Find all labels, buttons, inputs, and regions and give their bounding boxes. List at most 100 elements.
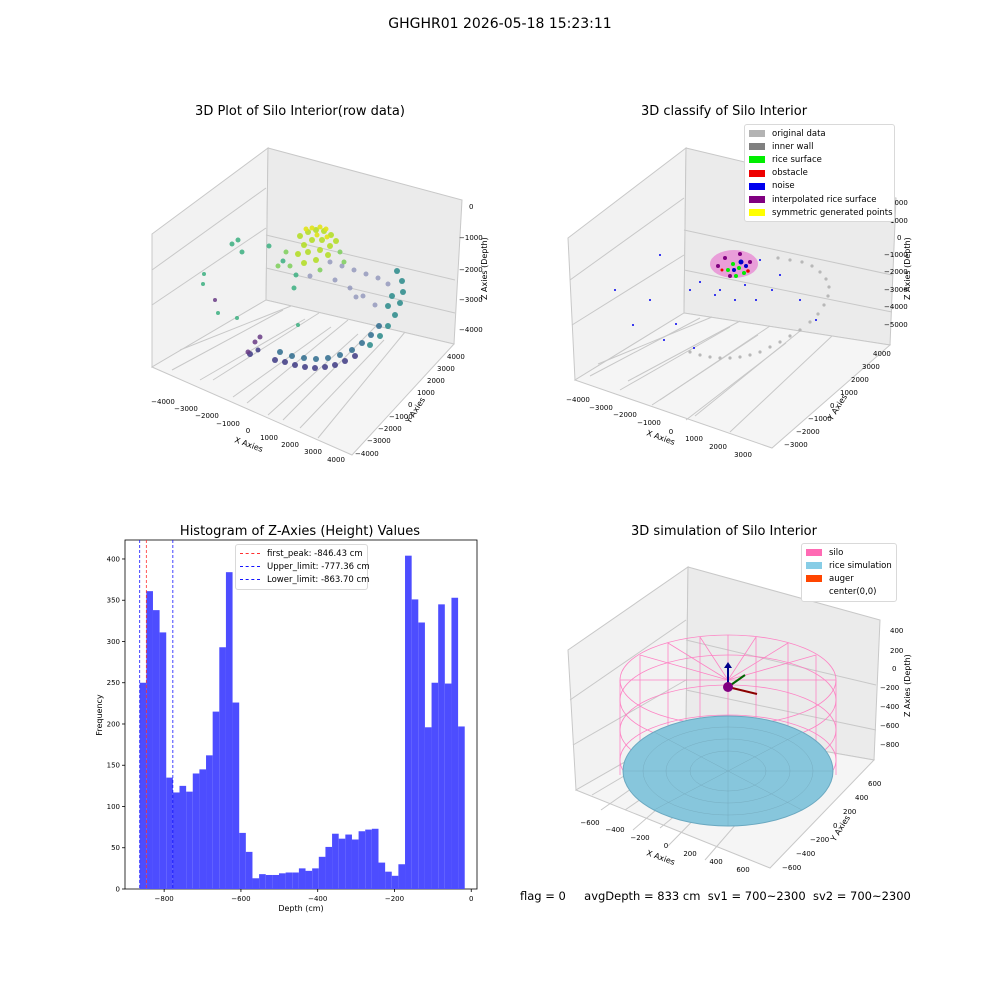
p1-ytick: −2000 xyxy=(378,425,402,433)
p1-ztick: −1000 xyxy=(459,234,483,242)
histogram-bar xyxy=(338,838,346,889)
legend-entry: noise xyxy=(749,180,890,193)
p2-ytick: −3000 xyxy=(784,441,808,449)
histogram-bar xyxy=(371,828,379,889)
p1-ztick: −4000 xyxy=(459,326,483,334)
p2-xtick: 2000 xyxy=(709,443,727,451)
p4-ytick: 200 xyxy=(843,808,856,816)
x-tick-label: −600 xyxy=(231,895,250,903)
p4-xtick: 400 xyxy=(709,858,722,866)
legend-entry: Lower_limit: -863.70 cm xyxy=(240,573,369,586)
histogram-bar xyxy=(451,597,459,889)
x-tick-label: −400 xyxy=(308,895,327,903)
histogram-bar xyxy=(172,792,180,889)
legend-entry: rice simulation xyxy=(806,559,892,572)
x-tick-label: −800 xyxy=(155,895,174,903)
panel4-z-label: Z Axies (Depth) xyxy=(903,654,912,717)
y-tick-label: 0 xyxy=(116,886,120,894)
histogram-bar xyxy=(332,833,339,889)
p2-ytick: 3000 xyxy=(862,363,880,371)
y-tick-label: 300 xyxy=(107,638,120,646)
histogram-bar xyxy=(212,711,220,889)
histogram-bar xyxy=(458,726,465,889)
histogram-bar xyxy=(305,870,313,889)
panel1-x-ticks: −4000−3000 −2000−1000 0 1000 2000 3000 400… xyxy=(151,398,345,464)
p4-ytick: −400 xyxy=(796,850,815,858)
y-tick-label: 200 xyxy=(107,720,120,728)
histogram-bar xyxy=(431,682,439,889)
p4-ztick: 400 xyxy=(890,627,903,635)
p4-ztick: 200 xyxy=(890,647,903,655)
p2-xtick: −1000 xyxy=(637,419,661,427)
histogram-bar xyxy=(206,755,213,889)
p1-ytick: 1000 xyxy=(417,389,435,397)
histogram-bar xyxy=(312,868,319,889)
legend-entry: symmetric generated points xyxy=(749,206,893,219)
histogram-bar xyxy=(292,872,299,889)
p2-ztick: 1000 xyxy=(890,217,908,225)
p1-xtick: 3000 xyxy=(304,448,322,456)
p1-xtick: 0 xyxy=(246,427,250,435)
panel2-y-ticks: 4000 3000 2000 1000 0 −1000 −2000 −3000 xyxy=(784,350,891,449)
panel4-x-ticks: −600 −400 −200 0 200 400 600 xyxy=(580,819,749,874)
panel1-y-ticks: 4000 3000 2000 1000 0 −1000 −2000 −3000 −400… xyxy=(355,353,465,458)
x-tick-label: −200 xyxy=(385,895,404,903)
y-tick-label: 400 xyxy=(107,555,120,563)
histogram-bar xyxy=(358,831,366,889)
x-tick-label: 0 xyxy=(469,895,473,903)
histogram-bar xyxy=(438,604,445,889)
figure-title: GHGHR01 2026-05-18 15:23:11 xyxy=(388,16,612,32)
p1-ytick: 0 xyxy=(408,401,412,409)
footer-sv2: sv2 = 700~2300 xyxy=(812,889,911,903)
histogram-bar xyxy=(152,610,160,889)
histogram-bar xyxy=(365,829,372,889)
panel4-z-ticks: 400 200 0 −200 −400 −600 −800 xyxy=(880,627,903,749)
histogram-bar xyxy=(159,632,167,889)
histogram-bar xyxy=(325,846,333,889)
p4-ytick: −200 xyxy=(810,836,829,844)
panel2-z-label: Z Axies (Depth) xyxy=(903,237,912,300)
histogram-legend: first_peak: -846.43 cm Upper_limit: -777… xyxy=(235,544,370,590)
legend-entry: center(0,0) xyxy=(806,586,892,599)
p1-xtick: 1000 xyxy=(260,434,278,442)
histogram-bar xyxy=(385,871,392,889)
p4-ztick: −200 xyxy=(880,684,899,692)
histogram-x-ticks: −800 −600 −400 −200 0 xyxy=(155,889,473,903)
histogram-bar xyxy=(405,555,412,889)
histogram-bar xyxy=(146,591,153,889)
p4-ytick: 400 xyxy=(855,794,868,802)
y-tick-label: 150 xyxy=(107,762,120,770)
p4-ztick: −600 xyxy=(880,722,899,730)
histogram-bar xyxy=(418,622,425,889)
panel1-z-label: Z Axies (Depth) xyxy=(480,237,489,300)
p1-ztick: −3000 xyxy=(459,296,483,304)
panel2-legend: original data inner wall rice surface ob… xyxy=(744,124,895,223)
footer-avg-depth: avgDepth = 833 cm xyxy=(584,889,701,903)
histogram-bar xyxy=(219,647,226,889)
panel2-x-ticks: −4000−3000 −2000−1000 0 1000 2000 3000 xyxy=(566,396,752,459)
histogram-bar xyxy=(378,862,386,889)
p4-ytick: 0 xyxy=(833,822,837,830)
histogram-bar xyxy=(424,727,432,889)
p4-xtick: 600 xyxy=(736,866,749,874)
p2-ytick: −1000 xyxy=(808,415,832,423)
p4-ytick: 600 xyxy=(868,780,881,788)
histogram-bar xyxy=(225,572,233,889)
p1-xtick: −2000 xyxy=(195,412,219,420)
p1-ztick: 0 xyxy=(469,203,473,211)
histogram-bar xyxy=(278,873,286,889)
p4-xtick: −400 xyxy=(605,826,624,834)
histogram-vlines xyxy=(139,540,174,889)
p1-ytick: −1000 xyxy=(389,413,413,421)
footer-flag: flag = 0 xyxy=(520,889,566,903)
p2-ytick: 0 xyxy=(830,402,834,410)
histogram-bar xyxy=(252,878,260,889)
histogram-bar xyxy=(192,773,200,889)
panel4-rice-mesh xyxy=(623,716,833,826)
p2-ztick: −5000 xyxy=(884,321,908,329)
legend-entry: first_peak: -846.43 cm xyxy=(240,547,363,560)
panel4-auger xyxy=(723,662,758,695)
p1-ytick: 4000 xyxy=(447,353,465,361)
